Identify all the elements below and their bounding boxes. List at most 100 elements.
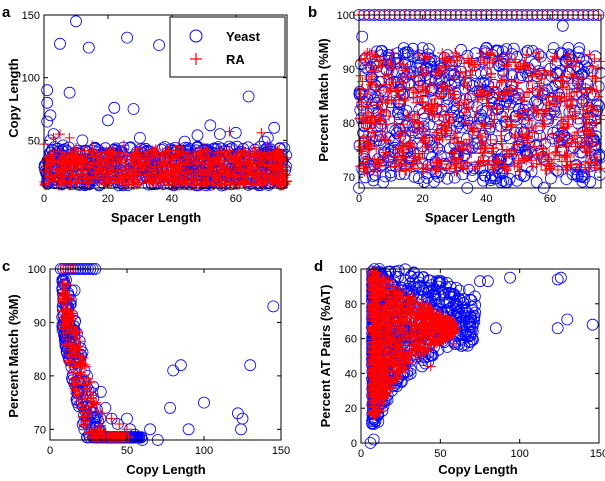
panel-a-yeast-point [213, 128, 226, 141]
panel-c-yeast-point [167, 364, 180, 377]
panel-b-yeast-band-point [377, 176, 390, 189]
panel-a-yeast-point [108, 101, 121, 114]
x-tick-label: 0 [356, 193, 362, 205]
panel-a-yeast-point [121, 31, 133, 44]
panel-a-yeast-band-point [210, 143, 223, 155]
panel-a-ra-band-point [222, 149, 233, 159]
panel-b-ra-band-point [459, 78, 470, 89]
panel-c-ra-point [114, 419, 125, 429]
panel-c-yeast-point [121, 412, 133, 425]
panel-a-ra-band-point [221, 151, 232, 162]
panel-a-ra-band-point [103, 168, 114, 179]
panel-a-yeast-point [258, 135, 271, 148]
y-tick-label: 100 [22, 73, 40, 85]
y-tick-label: 50 [28, 135, 40, 147]
panel-d-yeast-point [586, 318, 599, 331]
panel-b-yeast-band-point [530, 176, 543, 189]
panel-a-yeast-point [63, 86, 76, 99]
panel-d-letter: d [314, 258, 323, 275]
panel-b-yeast-point [556, 19, 569, 32]
panel-c-yeast-point [174, 359, 187, 372]
y-tick-label: 70 [343, 172, 355, 184]
panel-a-ra-band-point [128, 167, 139, 178]
panel-a-ra-band-point [216, 161, 227, 172]
panel-c-yeast-point [164, 401, 177, 414]
panel-c-letter: c [2, 258, 10, 275]
panel-a-xlabel: Spacer Length [111, 210, 201, 225]
panel-b-yeast-band-point [455, 43, 468, 56]
panel-b-yeast-band-point [525, 165, 538, 178]
panel-b-ra-band-point [448, 72, 459, 83]
panel-b-ra-band-point [496, 138, 507, 149]
y-tick-label: 80 [343, 118, 355, 130]
panel-a-ra-band-point [94, 178, 105, 189]
panel-a-ylabel: Copy Length [6, 58, 21, 137]
panel-a-ra-band-point [39, 179, 50, 190]
panel-a-yeast-point [82, 41, 95, 54]
panel-b-ra-band-point [436, 101, 447, 112]
x-tick-label: 40 [166, 193, 178, 205]
panel-a-yeast-point [102, 114, 114, 127]
panel-a-yeast-point [127, 103, 140, 115]
panel-d-yeast-point [481, 275, 494, 288]
panel-a-yeast-point [76, 134, 89, 147]
legend-box [169, 16, 286, 78]
legend-ra-label: RA [226, 52, 245, 67]
panel-a-ra-band-point [55, 147, 66, 157]
panel-c-yeast-point [244, 359, 257, 372]
panel-a-yeast-point [41, 96, 54, 109]
y-tick-label: 80 [34, 371, 46, 383]
y-tick-label: 70 [34, 424, 46, 436]
panel-a-yeast-point [41, 84, 54, 97]
panel-d-yeast-point [561, 313, 574, 326]
panel-a-yeast-point [54, 37, 66, 50]
panel-c-yeast-point [267, 300, 280, 313]
panel-d-yeast-point [551, 322, 564, 335]
x-tick-label: 0 [41, 193, 47, 205]
panel-b-ra-band-point [536, 134, 547, 145]
panel-c-xlabel: Copy Length [126, 462, 205, 477]
panel-a-ra-band-point [212, 150, 223, 161]
panel-a-ra-band-point [82, 178, 93, 189]
panel-b-ylabel: Percent Match (%M) [316, 38, 331, 162]
x-tick-label: 100 [195, 445, 213, 457]
panel-a-ra-band-point [91, 172, 102, 183]
panel-b-yeast-band-point [573, 42, 586, 55]
panel-a-letter: a [2, 4, 11, 21]
panel-a-ra-band-point [254, 157, 265, 168]
panel-c-ylabel: Percent Match (%M) [6, 294, 21, 418]
y-tick-label: 100 [28, 264, 46, 276]
y-tick-label: 100 [337, 10, 355, 22]
x-tick-label: 60 [544, 193, 556, 205]
panel-d-marks [364, 263, 599, 449]
panel-a-yeast-point [41, 115, 54, 128]
panel-a-yeast-point [133, 131, 146, 144]
panel-b-yeast-band-point [545, 172, 557, 185]
panel-a-ra-band-point [77, 153, 88, 164]
panel-a-yeast-point [268, 121, 281, 134]
panel-b-yeast-band-point [459, 82, 472, 95]
panel-a-ra-band-point [209, 180, 219, 191]
panel-b-ra-band-point [434, 111, 445, 122]
panel-b-xlabel: Spacer Length [425, 210, 515, 225]
x-tick-label: 20 [417, 193, 429, 205]
panel-b-ra-band-point [479, 57, 490, 68]
panel-a-ra-band-point [255, 166, 266, 177]
panel-a-ra-point [64, 132, 75, 143]
panel-c-marks [54, 263, 280, 446]
panel-a-yeast-point [229, 126, 242, 139]
panel-a-ra-band-point [115, 153, 126, 164]
panel-a-yeast-point [57, 139, 70, 152]
panel-a-ra-band-point [172, 170, 182, 181]
panel-a-yeast-point [178, 135, 191, 148]
panel-b-ra-band-point [506, 145, 517, 156]
panel-a-legend: Yeast RA [169, 16, 286, 78]
x-tick-label: 50 [121, 445, 133, 457]
panel-c-yeast-point [235, 423, 247, 436]
panel-b-ra-band-point [589, 53, 600, 64]
panel-a-ra-band-point [215, 169, 226, 180]
panel-b-letter: b [308, 4, 317, 21]
